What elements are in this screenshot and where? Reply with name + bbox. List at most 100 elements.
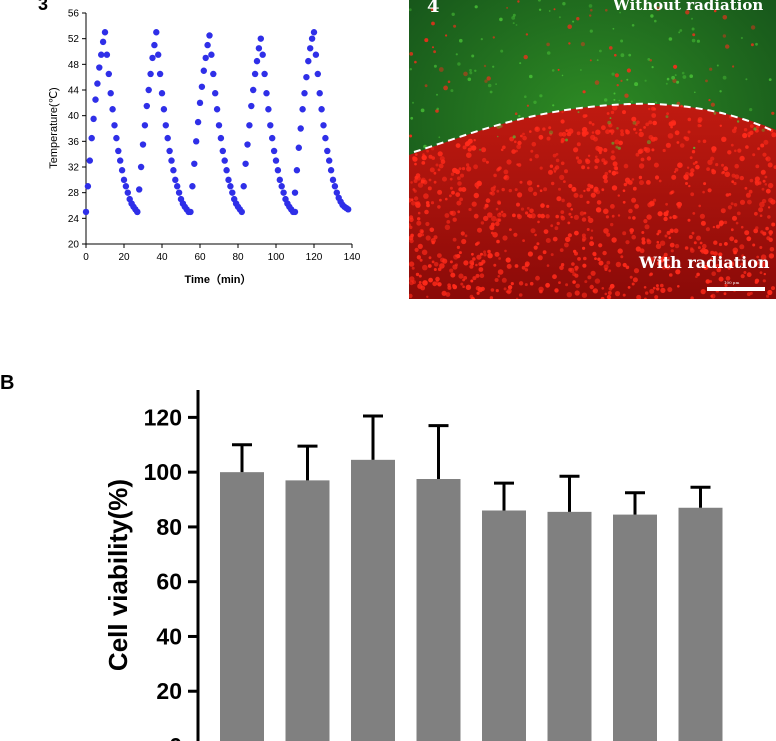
temperature-point [134,208,141,216]
temperature-point [272,157,280,164]
red-cell [495,207,499,211]
red-cell [746,236,752,242]
red-cell [725,276,731,281]
red-cell [470,279,474,283]
red-cell [666,230,671,235]
red-cell [750,25,756,30]
fluorescence-micrograph: Without radiation With radiation 100 μm … [409,0,776,299]
green-cell [609,117,612,119]
red-cell [697,117,703,122]
red-cell [411,201,416,206]
temperature-y-tick-label: 36 [68,137,80,148]
red-cell [471,201,477,207]
temperature-point [94,80,101,87]
red-cell [761,198,767,204]
red-cell [518,293,523,297]
red-cell [733,181,737,186]
red-cell [611,214,615,218]
red-cell [424,209,429,215]
red-cell [604,171,609,176]
red-cell [478,267,484,272]
temperature-point [115,147,122,155]
red-cell [754,180,758,184]
red-cell [555,158,560,163]
red-cell [707,159,713,165]
green-cell [646,140,651,145]
red-cell [596,200,602,205]
red-cell [550,253,554,257]
red-cell [466,152,472,158]
red-cell [522,239,525,243]
red-cell [561,131,567,137]
red-cell [555,214,559,219]
red-cell [612,105,618,111]
red-cell [450,172,455,176]
red-cell [703,264,709,270]
red-cell [641,237,646,242]
red-cell [649,201,652,205]
red-cell [616,84,619,87]
red-cell [610,155,616,161]
red-cell [483,64,487,68]
red-cell [538,134,544,140]
red-cell [445,34,448,37]
green-cell [436,93,438,96]
red-cell [427,264,432,268]
temperature-point [212,90,219,97]
red-cell [449,186,453,190]
red-cell [455,192,461,198]
green-cell [611,72,615,76]
green-cell [722,75,727,80]
red-cell [697,139,701,143]
red-cell [614,53,617,57]
red-cell [608,129,612,133]
red-cell [552,153,557,158]
red-cell [627,286,631,289]
red-cell [598,260,604,266]
red-cell [602,250,607,256]
red-cell [667,287,673,293]
red-cell [531,141,537,147]
red-cell [486,76,491,81]
temperature-point [162,122,169,129]
red-cell [728,261,735,267]
red-cell [470,296,475,299]
red-cell [492,232,498,238]
red-cell [466,166,472,172]
red-cell [758,207,764,213]
red-cell [610,132,614,136]
red-cell [496,189,500,193]
red-cell [583,189,586,193]
red-cell [558,187,561,191]
red-cell [762,152,767,157]
red-cell [543,229,549,235]
red-cell [537,256,541,260]
green-cell [616,127,619,130]
red-cell [593,188,598,193]
red-cell [462,285,465,289]
green-cell [512,135,516,139]
red-cell [504,249,507,253]
red-cell [615,171,619,175]
red-cell [469,145,473,148]
red-cell [625,180,630,185]
red-cell [478,262,483,266]
red-cell [721,171,724,175]
red-cell [732,215,737,221]
red-cell [442,258,448,264]
temperature-point [242,160,249,167]
red-cell [589,241,595,247]
viability-bar [613,514,657,741]
green-cell [604,98,608,102]
green-cell [518,114,521,118]
red-cell [591,123,595,126]
temperature-point [291,208,299,216]
temperature-point [143,102,150,110]
red-cell [695,164,700,170]
temperature-point [149,54,156,62]
red-cell [414,247,419,252]
green-cell [634,82,639,87]
red-cell [473,139,476,142]
green-cell [749,108,753,112]
red-cell [517,192,523,198]
